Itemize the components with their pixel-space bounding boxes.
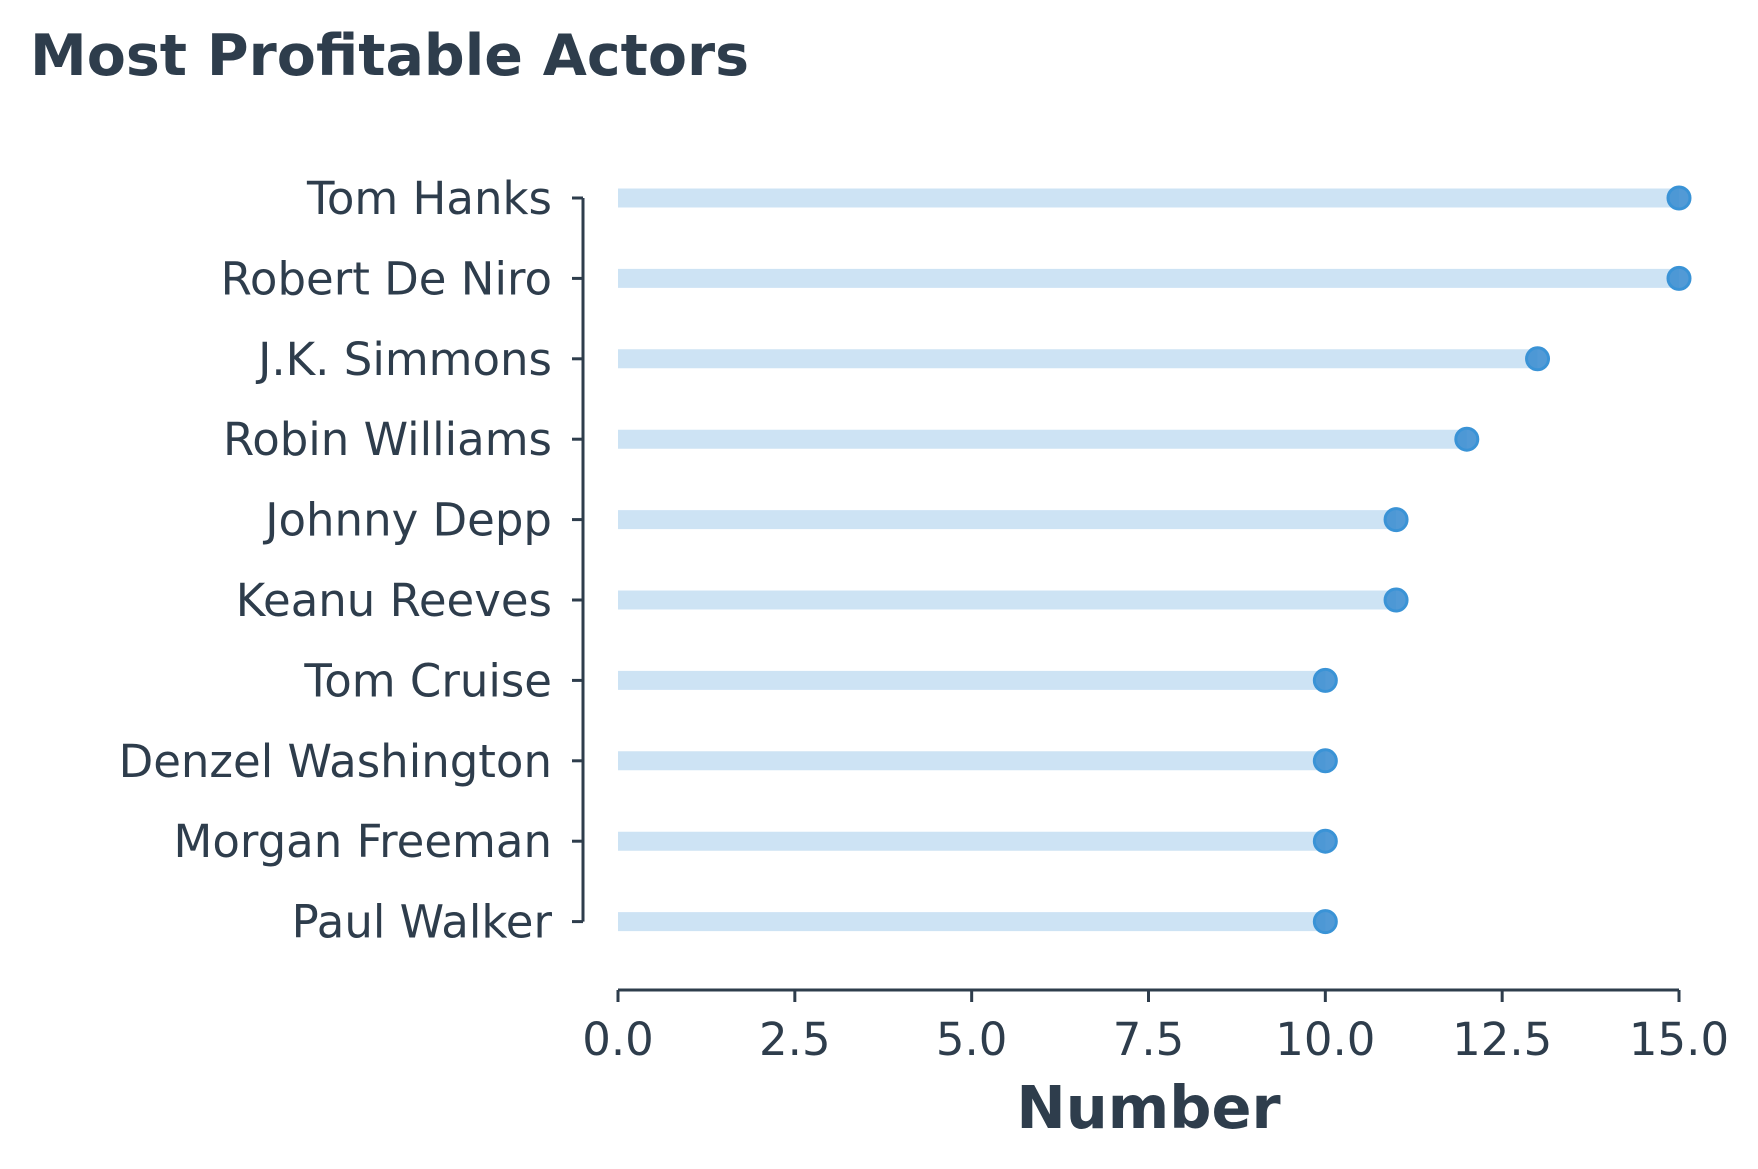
lollipop-dot: [1525, 346, 1551, 372]
y-tick-label: Robin Williams: [223, 413, 552, 466]
y-tick-label: Tom Cruise: [303, 654, 552, 707]
y-axis: Tom Hanks Robert De Niro J.K. Simmons Robin…: [119, 172, 585, 949]
x-tick-label: 2.5: [759, 1013, 831, 1066]
chart-title: Most Profitable Actors: [30, 23, 749, 89]
x-tick-label: 12.5: [1452, 1013, 1552, 1066]
lollipop-dots: [1312, 185, 1692, 935]
lollipop-dot: [1383, 507, 1409, 533]
y-tick-label: Robert De Niro: [221, 252, 552, 305]
lollipop-dot: [1454, 426, 1480, 452]
lollipop-stems: [618, 188, 1679, 932]
x-tick-label: 0.0: [582, 1013, 654, 1066]
lollipop-dot: [1666, 265, 1692, 291]
y-tick-label: J.K. Simmons: [255, 333, 552, 386]
x-tick-label: 15.0: [1629, 1013, 1729, 1066]
x-tick-label: 5.0: [936, 1013, 1008, 1066]
lollipop-dot: [1666, 185, 1692, 211]
x-tick-label: 7.5: [1113, 1013, 1185, 1066]
y-tick-label: Denzel Washington: [119, 735, 552, 788]
y-tick-label: Johnny Depp: [262, 494, 552, 547]
lollipop-dot: [1312, 909, 1338, 935]
lollipop-dot: [1312, 828, 1338, 854]
y-tick-label: Paul Walker: [292, 896, 553, 949]
lollipop-dot: [1312, 667, 1338, 693]
x-axis-title: Number: [1016, 1073, 1280, 1142]
lollipop-dot: [1383, 587, 1409, 613]
x-axis: 0.0 2.5 5.0 7.5 10.0 12.5 15.0: [582, 988, 1729, 1066]
x-tick-label: 10.0: [1275, 1013, 1375, 1066]
y-tick-label: Morgan Freeman: [174, 815, 552, 868]
y-tick-label: Tom Hanks: [306, 172, 552, 225]
lollipop-dot: [1312, 748, 1338, 774]
y-tick-label: Keanu Reeves: [236, 574, 552, 627]
